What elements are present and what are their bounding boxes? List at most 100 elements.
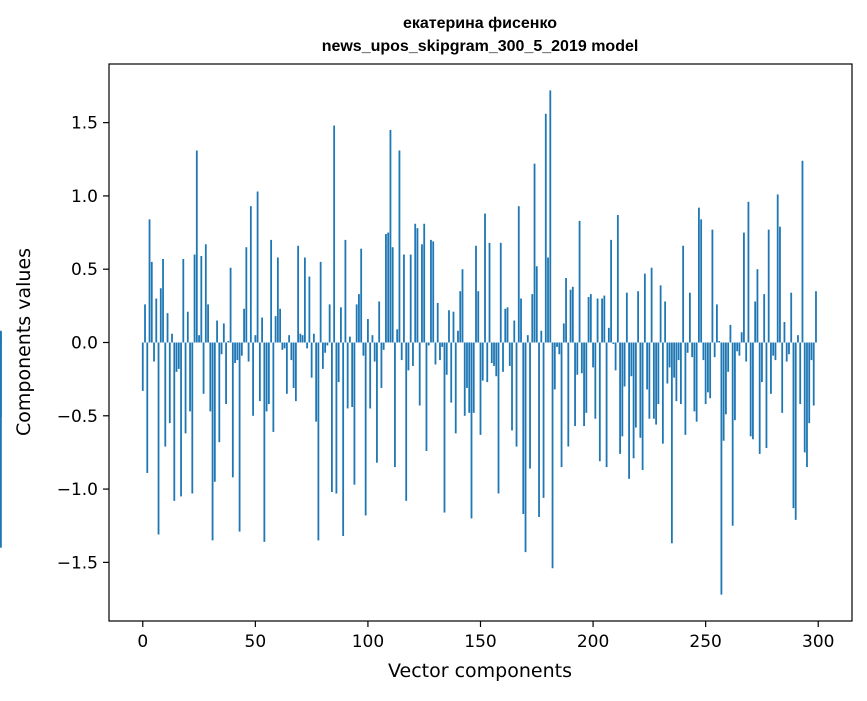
bar-246	[695, 342, 698, 422]
bar-181	[549, 90, 552, 343]
x-tick-label: 250	[689, 632, 721, 652]
bar-194	[578, 220, 581, 343]
bar-84	[331, 342, 333, 493]
bar-94	[353, 342, 356, 485]
bar-268	[745, 342, 748, 362]
bar-244	[691, 342, 694, 358]
bar-240	[682, 245, 685, 343]
bar-286	[785, 342, 788, 362]
bar-110	[389, 129, 392, 343]
bar-37	[225, 342, 227, 405]
bar-265	[738, 342, 741, 356]
bar-177	[540, 330, 543, 343]
bar-35	[220, 342, 223, 355]
bar-39	[229, 267, 232, 343]
bar-29	[207, 304, 209, 343]
bar-299	[815, 291, 817, 343]
bar-47	[247, 342, 250, 362]
bar-182	[551, 342, 554, 569]
bar-283	[779, 226, 781, 343]
y-axis-ticks: −1.5 −1.0 −0.5 0.0 0.5 1.0 1.5	[57, 114, 109, 573]
bar-225	[648, 342, 651, 419]
bar-128	[430, 239, 432, 343]
bar-107	[382, 342, 385, 350]
bar-81	[324, 342, 327, 353]
bar-15	[175, 342, 178, 372]
bar-226	[650, 267, 653, 343]
bar-71	[301, 335, 304, 343]
bar-238	[677, 342, 680, 361]
bar-219	[634, 342, 637, 428]
bar-247	[698, 207, 700, 343]
bar-165	[513, 320, 516, 343]
bar-207	[607, 327, 610, 343]
bar-38	[227, 341, 230, 343]
bar-183	[553, 342, 556, 390]
bar-172	[529, 342, 531, 469]
bar-174	[533, 163, 536, 343]
bar-201	[594, 342, 597, 419]
bar-144	[466, 342, 468, 388]
y-tick-label: −1.5	[57, 553, 98, 573]
bar-263	[734, 342, 736, 421]
bar-7	[157, 342, 160, 535]
bar-290	[794, 342, 797, 520]
bar-278	[767, 229, 770, 343]
bar-23	[193, 254, 196, 343]
bar-10	[164, 342, 167, 447]
bar-103	[373, 342, 376, 362]
bar-223	[643, 273, 646, 343]
bar-234	[668, 342, 671, 368]
bar-99	[364, 342, 367, 516]
bar-167	[517, 206, 520, 343]
bar-192	[574, 342, 576, 427]
bar-237	[675, 342, 678, 402]
bar-88	[340, 307, 342, 343]
bar-127	[427, 342, 430, 346]
x-axis-label: Vector components	[388, 660, 572, 682]
bar-73	[306, 342, 309, 349]
bar-28	[204, 244, 207, 343]
x-tick-label: 300	[802, 632, 834, 652]
bar-280	[772, 342, 775, 356]
bar-273	[756, 269, 759, 343]
y-tick-label: 1.5	[71, 114, 98, 134]
bar-78	[317, 342, 320, 541]
bar-79	[319, 261, 322, 343]
bar-131	[436, 302, 439, 343]
bar-294	[803, 342, 806, 453]
bar-216	[628, 342, 630, 479]
bar-117	[405, 342, 408, 501]
bar-266	[740, 332, 743, 343]
bar-95	[355, 304, 358, 343]
x-tick-label: 50	[245, 632, 267, 652]
bar-199	[589, 294, 592, 343]
bar-256	[718, 341, 721, 343]
bar-279	[770, 342, 772, 394]
bar-105	[378, 301, 381, 343]
bar-212	[619, 342, 621, 454]
bar-70	[299, 333, 302, 343]
bar-254	[713, 342, 716, 358]
bar-19	[184, 342, 187, 434]
bar-151	[481, 342, 484, 381]
bars-group	[0, 90, 817, 595]
bar-134	[443, 342, 446, 513]
x-tick-label: 150	[464, 632, 496, 652]
bar-137	[450, 342, 453, 403]
bar-113	[396, 329, 399, 343]
bar-158	[497, 342, 500, 494]
bar-83	[328, 304, 331, 343]
bar-179	[544, 113, 547, 343]
bar-170	[524, 342, 527, 553]
bar-193	[576, 342, 579, 375]
y-tick-label: 0.5	[71, 260, 98, 280]
bar-59	[274, 316, 277, 343]
bar-132	[439, 342, 441, 361]
y-tick-label: 0.0	[71, 334, 98, 354]
bar-195	[580, 342, 583, 374]
bar-44	[240, 342, 243, 356]
